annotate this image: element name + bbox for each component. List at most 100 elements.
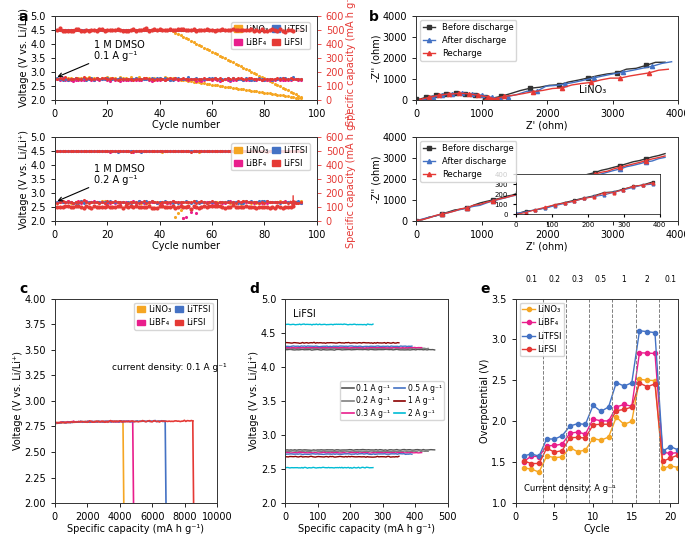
Point — [123, 26, 134, 35]
Point — [183, 76, 194, 84]
Before discharge — [497, 93, 505, 100]
Recharge — [501, 194, 510, 201]
Y-axis label: Voltage (V vs. Li/Li⁺): Voltage (V vs. Li/Li⁺) — [12, 351, 23, 450]
Point — [75, 197, 86, 206]
Point — [136, 25, 147, 34]
Recharge — [655, 154, 663, 161]
Point — [75, 147, 86, 156]
Point — [201, 26, 212, 35]
Point — [251, 26, 262, 35]
Point — [217, 52, 228, 61]
Point — [222, 83, 233, 91]
Point — [52, 199, 63, 207]
Point — [62, 196, 73, 205]
Point — [141, 199, 152, 207]
Point — [204, 197, 215, 206]
Point — [52, 26, 63, 35]
Point — [73, 76, 84, 84]
Recharge — [661, 153, 669, 159]
Point — [285, 198, 296, 207]
Point — [60, 73, 71, 82]
Point — [206, 147, 217, 155]
Point — [146, 74, 157, 83]
After discharge — [484, 93, 493, 100]
0.3 A g⁻¹ — [282, 345, 290, 351]
Point — [285, 26, 296, 35]
Point — [190, 26, 201, 35]
Recharge — [488, 95, 496, 101]
Point — [55, 75, 66, 84]
Point — [240, 26, 251, 35]
Point — [264, 26, 275, 35]
Point — [117, 197, 128, 206]
After discharge — [540, 185, 548, 192]
After discharge — [425, 214, 433, 221]
Point — [214, 147, 225, 156]
Point — [167, 26, 178, 35]
Point — [214, 198, 225, 207]
Point — [282, 26, 293, 35]
After discharge — [514, 192, 523, 198]
Point — [295, 147, 306, 156]
Point — [204, 26, 215, 35]
Point — [238, 199, 249, 207]
Point — [62, 76, 73, 84]
Point — [151, 147, 162, 155]
Point — [227, 198, 238, 207]
LiFSI — [558, 447, 566, 454]
Point — [186, 75, 197, 84]
Point — [120, 147, 131, 156]
Point — [199, 147, 210, 156]
Before discharge — [435, 91, 443, 98]
LiBF₄ — [527, 453, 536, 459]
Point — [117, 147, 128, 155]
Point — [133, 74, 144, 83]
0.2 A g⁻¹ — [390, 345, 398, 351]
Line: Recharge: Recharge — [414, 154, 667, 223]
Line: Before discharge: Before discharge — [414, 60, 667, 103]
Point — [209, 199, 220, 207]
Point — [160, 25, 171, 34]
Point — [110, 75, 121, 84]
Point — [75, 75, 86, 83]
Point — [84, 75, 95, 83]
Point — [212, 75, 223, 83]
Point — [99, 74, 110, 83]
Before discharge — [444, 209, 452, 215]
Point — [110, 147, 121, 155]
Point — [146, 147, 157, 155]
Before discharge — [651, 59, 660, 65]
Point — [253, 75, 264, 84]
Point — [162, 199, 173, 207]
After discharge — [534, 187, 542, 193]
After discharge — [610, 167, 618, 174]
Point — [167, 26, 178, 35]
Point — [146, 147, 157, 156]
Point — [253, 147, 264, 156]
Point — [225, 199, 236, 208]
Point — [212, 26, 223, 35]
Point — [183, 26, 194, 35]
Point — [133, 147, 144, 155]
Point — [206, 80, 217, 89]
Point — [246, 75, 257, 84]
Point — [55, 26, 66, 35]
Point — [272, 147, 283, 155]
Point — [86, 147, 97, 156]
X-axis label: Cycle number: Cycle number — [152, 120, 220, 130]
Before discharge — [471, 92, 480, 98]
Point — [88, 147, 99, 155]
Point — [149, 75, 160, 83]
After discharge — [468, 91, 476, 97]
Point — [60, 25, 71, 34]
Recharge — [529, 88, 537, 95]
Point — [65, 198, 76, 207]
Point — [272, 81, 283, 89]
LiNO₃ — [651, 377, 659, 384]
Point — [259, 147, 270, 155]
Point — [107, 198, 118, 207]
Recharge — [510, 92, 518, 98]
Point — [173, 147, 184, 156]
Point — [120, 147, 131, 155]
Point — [62, 76, 73, 84]
